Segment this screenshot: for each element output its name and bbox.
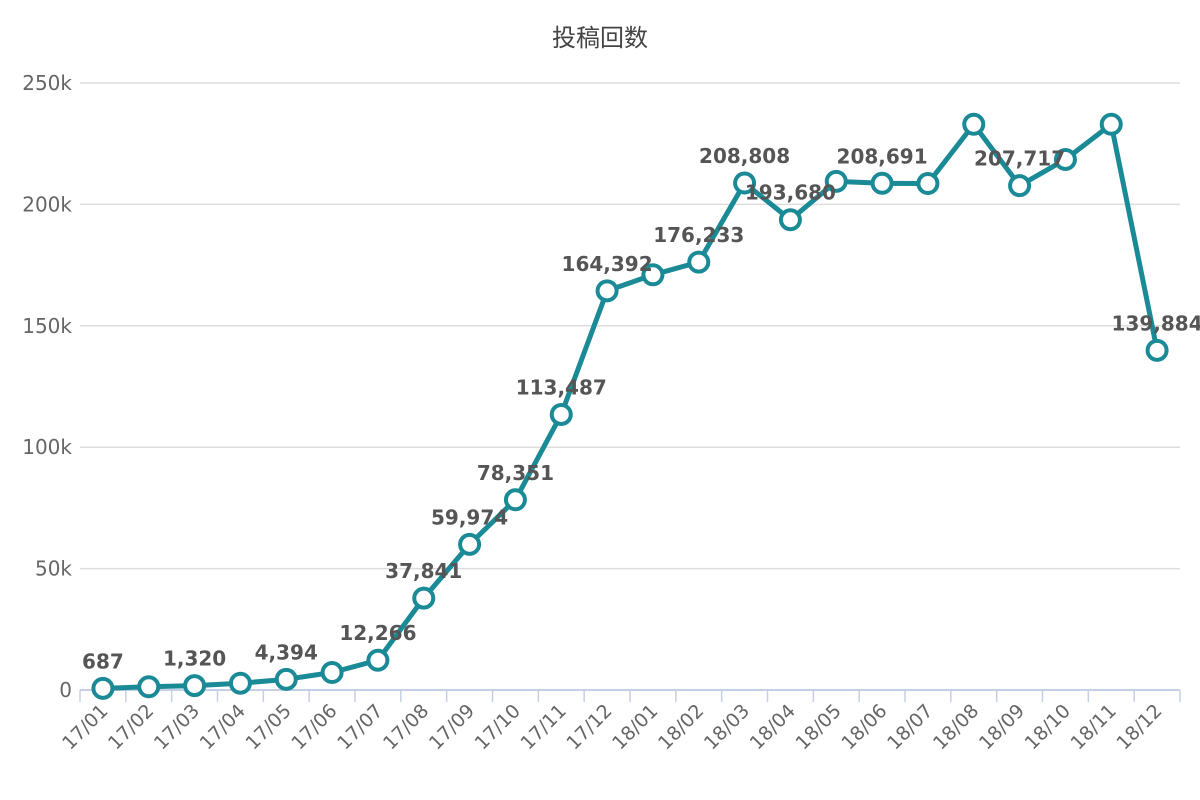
x-tick-label: 18/03 <box>700 700 754 754</box>
data-label: 687 <box>82 649 124 673</box>
x-tick-label: 17/11 <box>517 700 571 754</box>
data-point <box>641 263 665 287</box>
data-point <box>228 671 252 695</box>
data-point <box>595 279 619 303</box>
y-tick-label: 200k <box>22 192 72 216</box>
x-tick-label: 17/04 <box>196 700 250 754</box>
x-tick-label: 18/02 <box>654 700 708 754</box>
y-tick-label: 150k <box>22 314 72 338</box>
x-tick-label: 17/05 <box>242 700 296 754</box>
x-tick-label: 17/09 <box>425 700 479 754</box>
data-label: 1,320 <box>163 647 226 671</box>
data-point <box>549 402 573 426</box>
x-tick-label: 17/02 <box>104 700 158 754</box>
data-point <box>824 169 848 193</box>
x-tick-label: 17/10 <box>471 700 525 754</box>
data-point <box>137 675 161 699</box>
data-point <box>366 648 390 672</box>
x-tick-label: 18/08 <box>929 700 983 754</box>
data-point <box>458 532 482 556</box>
x-tick-label: 18/06 <box>837 700 891 754</box>
data-point <box>1099 112 1123 136</box>
data-label: 139,884 <box>1112 311 1200 335</box>
data-point <box>1145 338 1169 362</box>
data-point <box>91 676 115 700</box>
x-tick-label: 17/01 <box>58 700 112 754</box>
data-label: 78,351 <box>477 461 554 485</box>
x-tick-label: 17/07 <box>333 700 387 754</box>
data-point <box>274 667 298 691</box>
data-label: 208,691 <box>837 144 928 168</box>
y-tick-label: 50k <box>35 557 72 581</box>
data-point <box>870 171 894 195</box>
y-tick-label: 100k <box>22 435 72 459</box>
data-label: 176,233 <box>653 223 744 247</box>
data-point <box>320 661 344 685</box>
x-tick-label: 18/11 <box>1067 700 1121 754</box>
marker-layer <box>91 112 1169 700</box>
data-point <box>503 488 527 512</box>
data-label: 164,392 <box>562 252 653 276</box>
y-tick-label: 0 <box>59 678 72 702</box>
data-point <box>962 112 986 136</box>
chart-title: 投稿回数 <box>552 24 648 52</box>
data-label: 37,841 <box>385 559 462 583</box>
data-point <box>733 171 757 195</box>
data-label: 12,266 <box>339 621 416 645</box>
x-tick-label: 17/03 <box>150 700 204 754</box>
x-tick-label: 17/08 <box>379 700 433 754</box>
x-tick-label: 18/04 <box>746 700 800 754</box>
data-label: 113,487 <box>516 375 607 399</box>
data-label: 208,808 <box>699 144 790 168</box>
data-point <box>412 586 436 610</box>
x-tick-label: 17/12 <box>562 700 616 754</box>
y-tick-label: 250k <box>22 71 72 95</box>
grid-layer <box>80 82 1180 570</box>
data-point <box>1053 147 1077 171</box>
data-point <box>778 208 802 232</box>
x-tick-label: 18/10 <box>1021 700 1075 754</box>
x-tick-label: 18/07 <box>883 700 937 754</box>
x-tick-label: 17/06 <box>287 700 341 754</box>
data-point <box>916 172 940 196</box>
series-line <box>100 121 1160 691</box>
data-label: 59,974 <box>431 505 508 529</box>
x-tick-label: 18/05 <box>792 700 846 754</box>
data-point <box>183 674 207 698</box>
x-tick-label: 18/01 <box>608 700 662 754</box>
data-label: 4,394 <box>255 640 318 664</box>
x-tick-label: 18/09 <box>975 700 1029 754</box>
data-point <box>1008 174 1032 198</box>
data-label: 193,680 <box>745 181 836 205</box>
series-layer <box>100 121 1160 691</box>
x-tick-label: 18/12 <box>1112 700 1166 754</box>
data-label-layer: 687 1,320 4,394 12,266 37,841 59,974 78,351 113… <box>82 144 1200 673</box>
data-point <box>687 250 711 274</box>
data-label: 207,717 <box>974 147 1065 171</box>
